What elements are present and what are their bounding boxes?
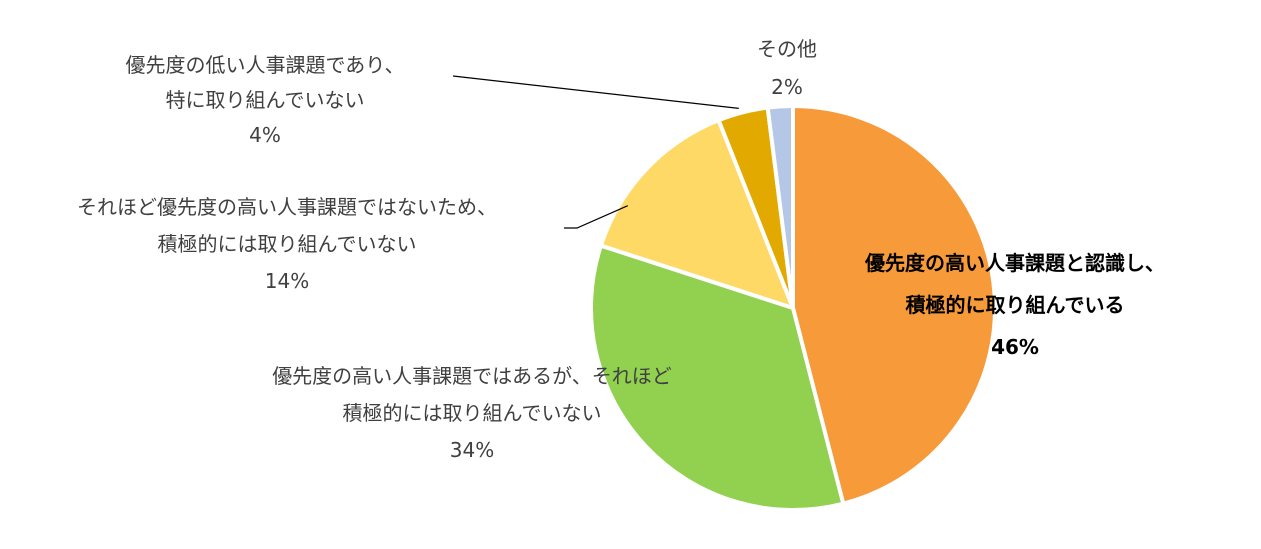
slice-category-label: 優先度の高い人事課題と認識し、	[864, 251, 1165, 275]
leader-line	[564, 205, 628, 229]
pie-slice	[765, 104, 795, 310]
slice-category-label: 積極的には取り組んでいない	[158, 232, 417, 256]
pie-slices	[589, 104, 997, 512]
pie-slice	[791, 104, 997, 506]
slice-value-label: 2%	[771, 75, 803, 99]
slice-category-label: 特に取り組んでいない	[166, 88, 365, 112]
slice-value-label: 14%	[265, 269, 309, 293]
slice-value-label: 34%	[450, 438, 494, 462]
slice-category-label: 優先度の低い人事課題であり、	[126, 53, 405, 77]
slice-category-label: 優先度の高い人事課題ではあるが、それほど	[272, 364, 672, 388]
pie-slice	[589, 243, 846, 512]
slice-category-label: 積極的には取り組んでいない	[343, 401, 602, 425]
leader-lines	[452, 75, 739, 229]
slice-value-label: 46%	[991, 335, 1039, 359]
slice-category-label: 積極的に取り組んでいる	[906, 293, 1125, 317]
slice-value-label: 4%	[249, 123, 281, 147]
slice-category-label: それほど優先度の高い人事課題ではないため、	[77, 195, 497, 219]
pie-slice	[598, 118, 795, 310]
leader-line	[452, 75, 739, 109]
slice-category-label: その他	[757, 37, 817, 61]
slice-labels: 優先度の高い人事課題と認識し、積極的に取り組んでいる 46% 優先度の高い人事課題で…	[77, 37, 1165, 462]
